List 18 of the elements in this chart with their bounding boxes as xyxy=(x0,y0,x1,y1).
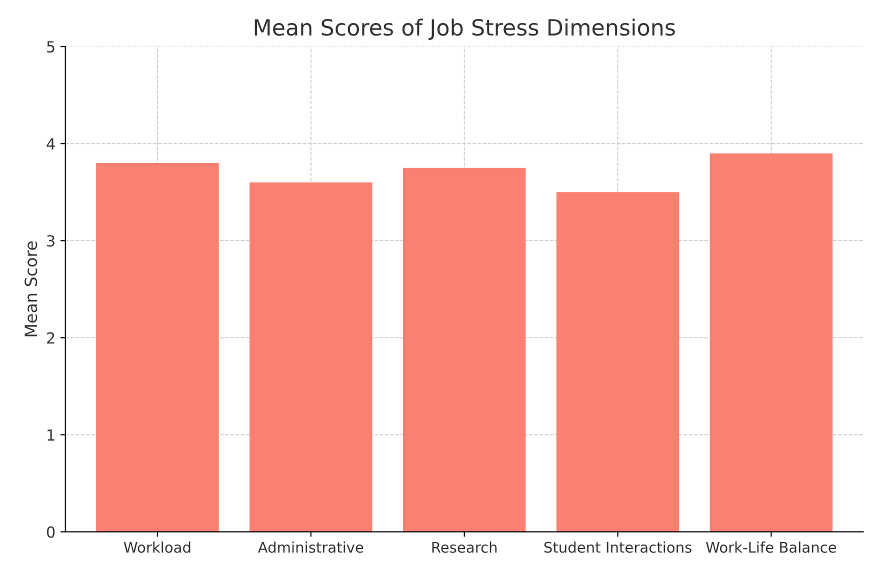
x-tick-label: Research xyxy=(432,542,497,553)
y-tick-label: 0 xyxy=(46,526,55,538)
y-axis-title: Mean Score xyxy=(24,241,38,336)
x-tick-label: Work-Life Balance xyxy=(706,542,836,553)
bar xyxy=(402,168,526,532)
x-tick-label: Administrative xyxy=(258,542,364,553)
y-tick-label: 5 xyxy=(47,41,54,53)
chart-title: Mean Scores of Job Stress Dimensions xyxy=(254,18,675,40)
x-tick-label: Workload xyxy=(124,542,190,553)
y-tick-label: 2 xyxy=(47,332,54,344)
bar xyxy=(96,163,219,532)
bar xyxy=(710,153,833,532)
y-tick-label: 3 xyxy=(47,235,54,247)
y-tick-label: 1 xyxy=(48,429,54,441)
bar xyxy=(556,192,680,532)
x-tick-label: Student Interactions xyxy=(544,542,692,553)
bar xyxy=(250,182,372,532)
y-tick-label: 4 xyxy=(46,138,55,150)
